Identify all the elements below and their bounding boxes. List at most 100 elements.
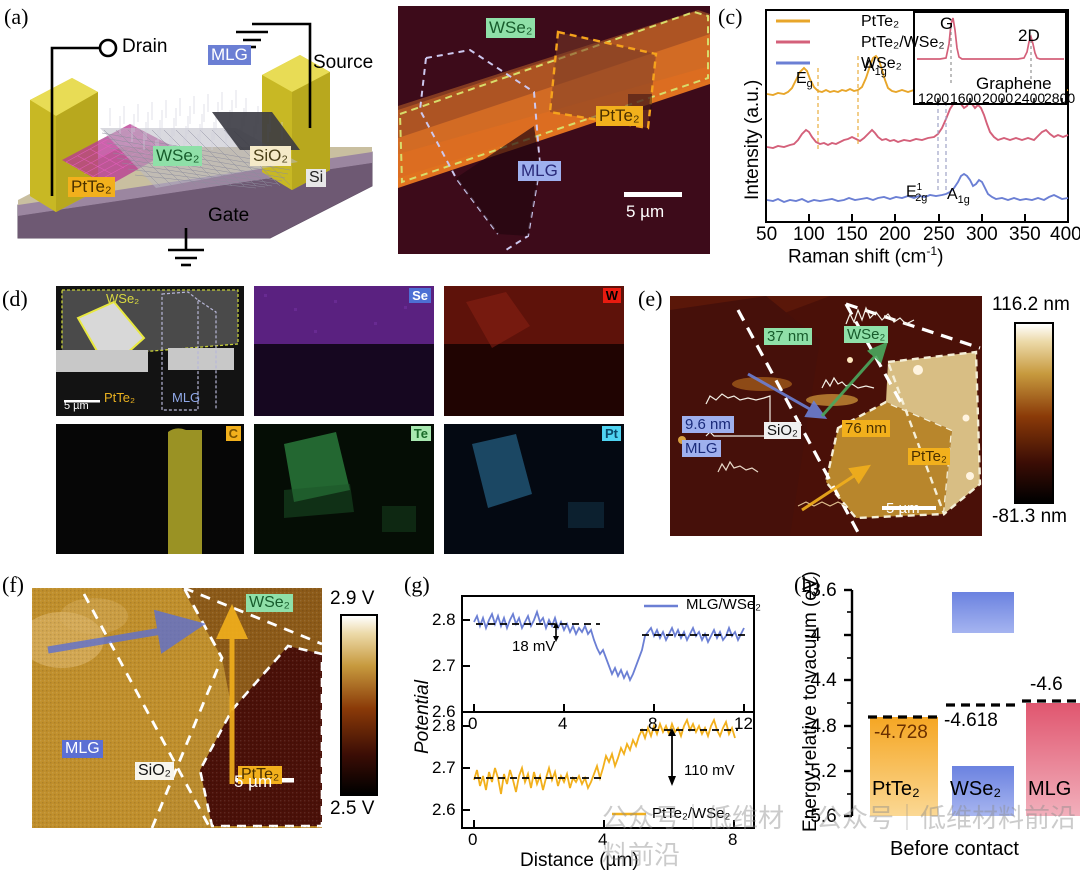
panel-a-device-schematic: (a) [0,0,390,270]
inset-peak-g: G [940,14,954,33]
wse2-label-a: WSe₂ [153,146,203,166]
peak-label-a1g-bottom: A1g [947,186,970,207]
bar-name-ptte2: PtTe₂ [872,778,920,800]
xtick-200: 200 [879,224,911,245]
ptte2-label-b: PtTe₂ [596,106,643,126]
eds-label-pt: Pt [602,426,621,441]
xaxis-title-g: Distance (µm) [520,850,639,871]
inset-xtick-1600: 1600 [950,90,982,106]
g-upper-ytick-28: 2.8 [432,610,456,629]
bar-name-wse2: WSe₂ [950,778,1002,800]
mlg-label-e: MLG [682,440,721,458]
inset-xtick-2800: 2800 [1044,90,1076,106]
si-label-a: Si [306,169,327,188]
inset-xtick-1200: 1200 [918,90,950,106]
h-ytick-36: -3.6 [804,580,837,601]
g-upper-ytick-26: 2.6 [432,702,456,721]
eds-label-se: Se [409,288,431,303]
annotation-110mv: 110 mV [684,762,735,779]
eds-map-te: Te [254,424,434,554]
panel-d-eds-maps: WSe₂ PtTe₂ MLG 5 µm Se W [0,278,632,563]
device-schematic-svg [17,22,373,267]
eds-map-w: W [444,286,624,416]
g-upper-xtick-8: 8 [648,714,658,733]
sio2-label-e: SiO₂ [764,422,801,440]
h-ytick-56: -5.6 [804,806,837,827]
yaxis-title-c: Intensity (a.u.) [742,79,763,200]
mlg-label-b: MLG [518,161,561,181]
peak-label-a1g-top: A1g [864,58,887,79]
optical-image-svg [398,6,710,254]
g-lower-ytick-26: 2.6 [432,800,456,819]
thickness-wse2: 37 nm [764,328,812,346]
xaxis-title-c: Raman shift (cm-1) [788,244,944,268]
mlg-label-a: MLG [208,45,251,65]
drain-label: Drain [122,36,168,57]
scalebar-label-f: 5 µm [234,772,273,791]
wse2-label-d: WSe₂ [106,291,140,306]
ptte2-label-d: PtTe₂ [104,390,136,405]
yaxis-title-h: Energy relative to vacuum (eV) [800,571,821,832]
g-lower-xtick-4: 4 [598,830,608,849]
scalebar-label-e: 5 µm [886,500,920,517]
ptte2-label-a: PtTe₂ [68,177,115,197]
panel-c-raman-spectra: PtTe₂ PtTe₂/WSe₂ WSe₂ Eg A1g E12g A1g G … [718,4,1080,268]
panel-d-label: (d) [2,286,28,311]
kpfm-colorbar-min: 2.5 V [330,798,375,819]
afm-colorbar-min: -81.3 nm [992,506,1067,527]
level-label-mlg: -4.6 [1030,674,1063,695]
inset-peak-2d: 2D [1018,26,1040,45]
inset-caption-graphene: Graphene [976,74,1052,93]
g-lower-ytick-28: 2.8 [432,716,456,735]
mlg-label-d: MLG [172,390,201,405]
level-label-wse2: -4.618 [944,710,998,731]
eds-label-c: C [225,426,241,441]
panel-g-potential-profiles: MLG/WSe₂ 18 mV 2.8 2.7 2.6 0 4 8 12 PtTe… [404,570,794,871]
legend-mlg-wse2: MLG/WSe₂ [686,596,761,613]
source-label: Source [313,52,374,73]
xtick-300: 300 [966,224,998,245]
h-ytick-48: -4.8 [804,716,837,737]
kpfm-colorbar [340,614,378,796]
bar-name-mlg: MLG [1028,778,1072,800]
ptte2-label-f: PtTe₂ [238,766,283,785]
peak-label-e2g: E12g [906,182,928,204]
legend-ptte2-wse2: PtTe₂/WSe₂ [861,34,945,51]
eds-label-te: Te [410,426,431,441]
g-lower-xtick-8: 8 [728,830,738,849]
kpfm-image [32,588,322,828]
h-ytick-44: -4.4 [804,670,837,691]
inset-xtick-2000: 2000 [982,90,1014,106]
afm-colorbar [1014,322,1054,504]
eds-map-se: Se [254,286,434,416]
g-upper-xtick-0: 0 [468,714,478,733]
thickness-ptte2: 76 nm [842,420,890,438]
mlg-label-f: MLG [62,740,103,759]
g-upper-ytick-27: 2.7 [432,656,456,675]
level-label-ptte2: -4.728 [874,722,928,743]
band-diagram-svg [844,588,1080,818]
afm-colorbar-max: 116.2 nm [992,294,1070,315]
legend-wse2: WSe₂ [861,55,902,72]
gate-label: Gate [208,205,250,226]
sio2-label-f: SiO₂ [135,762,174,781]
raman-chart-svg [765,9,1069,223]
eds-map-c: C [56,424,244,554]
panel-a-label: (a) [4,4,29,29]
eds-label-w: W [602,288,621,303]
kpfm-colorbar-max: 2.9 V [330,588,375,609]
panel-e-afm-topography: WSe₂ 37 nm 9.6 nm MLG SiO₂ 76 nm PtTe₂ 5… [636,278,1080,563]
h-ytick-40: -4 [804,625,821,646]
legend-ptte2-wse2-g: PtTe₂/WSe₂ [652,805,731,822]
eds-overview-sem: WSe₂ PtTe₂ MLG 5 µm [56,286,244,416]
eds-map-pt: Pt [444,424,624,554]
sio2-label-a: SiO₂ [250,146,291,166]
panel-b-optical-image: WSe₂ PtTe₂ MLG 5 µm [398,6,710,254]
panel-f-label: (f) [2,572,24,597]
peak-label-eg: Eg [796,70,813,91]
scalebar-label-d: 5 µm [64,400,89,412]
ptte2-label-e: PtTe₂ [908,448,950,466]
annotation-18mv: 18 mV [512,638,556,655]
xtick-250: 250 [923,224,955,245]
xtick-350: 350 [1009,224,1041,245]
